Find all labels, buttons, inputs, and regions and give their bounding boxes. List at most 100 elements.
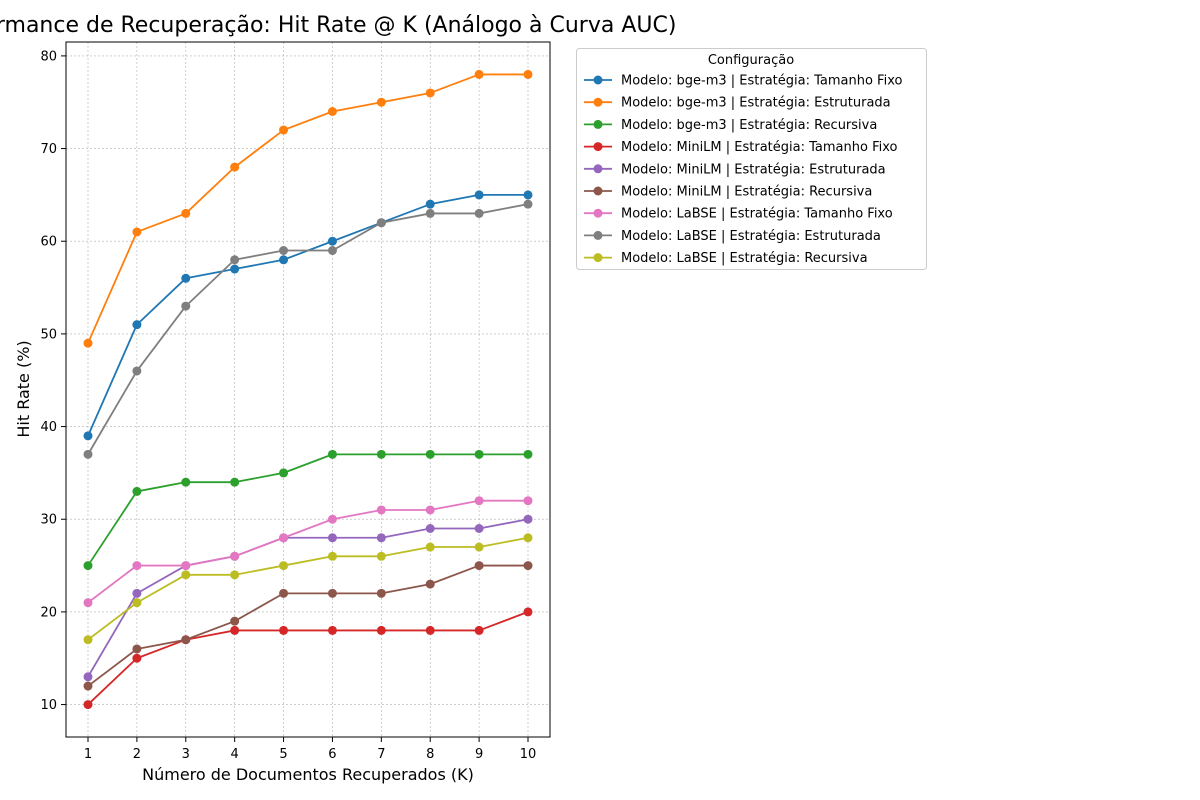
data-point [474,496,484,506]
legend-marker [593,142,603,152]
data-point [132,588,142,598]
legend-marker [593,75,603,85]
data-point [523,533,533,543]
series-4 [83,607,533,710]
data-point [181,301,191,311]
series-line [87,536,529,641]
y-tick-label: 60 [40,235,57,250]
y-tick-label: 80 [40,49,57,64]
series-line [87,453,528,567]
data-point [425,579,435,589]
x-tick-label: 10 [520,747,537,762]
data-point [327,236,337,246]
series-line [87,518,529,678]
data-point [425,199,435,209]
x-tick-label: 3 [182,747,190,762]
data-point [230,255,240,265]
data-point [279,125,289,135]
y-tick-label: 20 [40,605,57,620]
series-6 [83,561,533,691]
legend-label: Modelo: bge-m3 | Estratégia: Estruturada [621,96,891,111]
data-point [83,681,93,691]
data-point [230,570,240,580]
legend-items: Modelo: bge-m3 | Estratégia: Tamanho Fix… [584,74,902,266]
data-point [181,208,191,218]
data-point [474,208,484,218]
data-point [376,533,386,543]
data-point [83,598,93,608]
data-point [376,505,386,515]
x-axis-ticks: 1 2 3 4 5 6 7 8 9 10 [84,737,536,762]
data-point [327,449,337,459]
legend: Configuração Modelo: bge-m3 | Estratégia… [576,48,927,270]
grid [66,42,550,737]
data-point [279,625,289,635]
data-point [523,190,533,200]
x-tick-label: 8 [426,747,434,762]
data-point [279,588,289,598]
legend-label: Modelo: LaBSE | Estratégia: Recursiva [621,251,868,266]
series-7 [83,496,533,608]
legend-label: Modelo: MiniLM | Estratégia: Estruturada [621,162,886,177]
legend-label: Modelo: bge-m3 | Estratégia: Recursiva [621,118,877,133]
data-point [474,625,484,635]
data-point [425,449,435,459]
data-point [83,672,93,682]
legend-item: Modelo: LaBSE | Estratégia: Tamanho Fixo [584,207,893,222]
series-line [87,73,528,344]
data-point [132,486,142,496]
data-point [181,477,191,487]
legend-item: Modelo: MiniLM | Estratégia: Estruturada [584,162,886,177]
y-tick-label: 70 [40,142,57,157]
legend-item: Modelo: MiniLM | Estratégia: Recursiva [584,185,872,200]
data-point [474,561,484,571]
legend-title: Configuração [708,53,794,68]
data-point [376,218,386,228]
data-point [376,625,386,635]
series-line [87,564,528,687]
legend-label: Modelo: LaBSE | Estratégia: Tamanho Fixo [621,207,893,222]
series-line [87,499,528,604]
data-point [425,524,435,533]
data-point [132,320,142,330]
legend-box [576,48,927,270]
data-point [523,561,533,571]
data-point [425,625,435,635]
y-tick-label: 10 [40,698,57,713]
data-point [523,199,533,209]
series-2 [83,69,533,348]
legend-item: Modelo: bge-m3 | Estratégia: Recursiva [584,118,877,133]
data-point [376,449,386,459]
series-lines [83,69,533,710]
legend-label: Modelo: bge-m3 | Estratégia: Tamanho Fix… [621,74,902,89]
data-point [327,625,337,635]
data-point [327,107,337,116]
chart-title: Performance de Recuperação: Hit Rate @ K… [0,13,676,38]
x-tick-label: 2 [133,747,141,762]
data-point [425,208,435,218]
series-1 [83,190,533,441]
data-point [523,69,533,79]
data-point [279,533,289,543]
data-point [474,524,484,533]
data-point [230,625,240,635]
data-point [327,514,337,524]
data-point [279,561,289,571]
data-point [181,273,191,283]
data-point [279,246,289,255]
data-point [425,88,435,98]
data-point [279,468,289,478]
data-point [83,449,93,459]
x-tick-label: 1 [84,747,92,762]
y-axis-ticks: 10 20 30 40 50 60 70 80 [40,49,66,713]
y-axis-label: Hit Rate (%) [14,340,33,437]
legend-marker [593,164,603,174]
legend-item: Modelo: bge-m3 | Estratégia: Estruturada [584,96,891,111]
data-point [474,542,484,552]
series-8 [83,199,533,459]
data-point [376,97,386,107]
x-tick-label: 5 [279,747,287,762]
y-tick-label: 30 [40,513,57,528]
x-tick-label: 6 [328,747,336,762]
data-point [132,227,142,237]
